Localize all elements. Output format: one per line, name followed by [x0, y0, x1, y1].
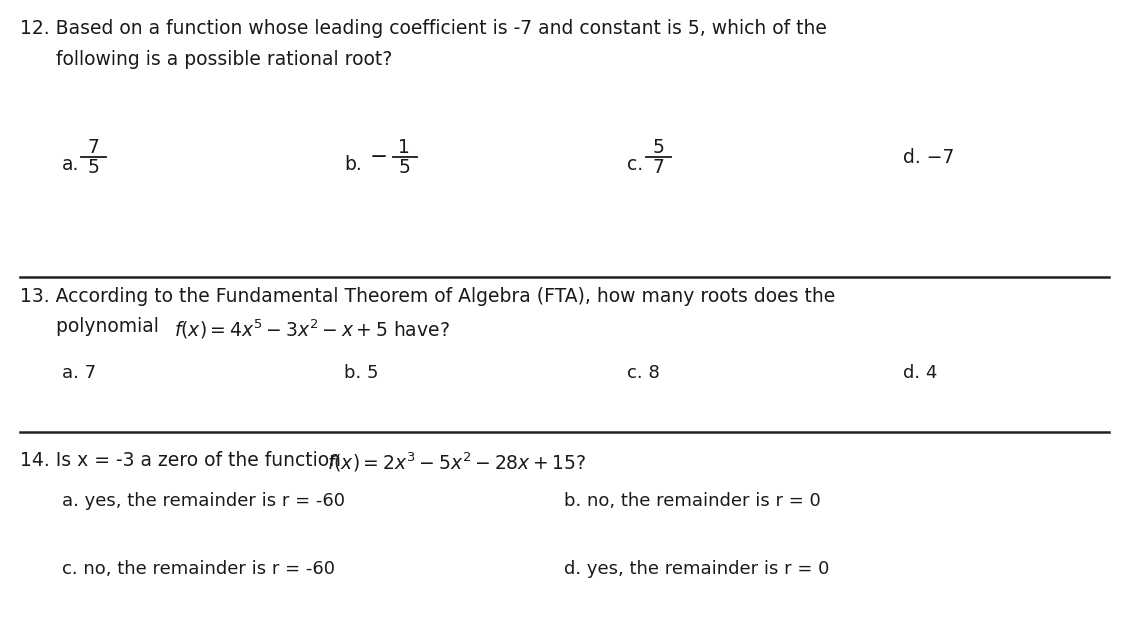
Text: a. 7: a. 7: [62, 364, 96, 382]
Text: a.: a.: [62, 156, 79, 175]
Text: a. yes, the remainder is r = -60: a. yes, the remainder is r = -60: [62, 492, 345, 509]
Text: 5: 5: [88, 159, 99, 177]
Text: 12. Based on a function whose leading coefficient is -7 and constant is 5, which: 12. Based on a function whose leading co…: [20, 19, 828, 38]
Text: b.: b.: [344, 156, 362, 175]
Text: polynomial: polynomial: [20, 317, 165, 337]
Text: c. 8: c. 8: [627, 364, 659, 382]
Text: 7: 7: [653, 159, 664, 177]
Text: d. yes, the remainder is r = 0: d. yes, the remainder is r = 0: [564, 560, 830, 578]
Text: d. −7: d. −7: [903, 148, 955, 167]
Text: d. 4: d. 4: [903, 364, 937, 382]
Text: 14. Is x = -3 a zero of the function: 14. Is x = -3 a zero of the function: [20, 451, 348, 470]
Text: −: −: [369, 147, 387, 167]
Text: b. 5: b. 5: [344, 364, 379, 382]
Text: 7: 7: [88, 138, 99, 157]
Text: $f(x) = 2x^3 - 5x^2 - 28x + 15$?: $f(x) = 2x^3 - 5x^2 - 28x + 15$?: [327, 451, 587, 475]
Text: c.: c.: [627, 156, 642, 175]
Text: c. no, the remainder is r = -60: c. no, the remainder is r = -60: [62, 560, 335, 578]
Text: b. no, the remainder is r = 0: b. no, the remainder is r = 0: [564, 492, 821, 509]
Text: 5: 5: [653, 138, 664, 157]
Text: 5: 5: [399, 159, 410, 177]
Text: 1: 1: [399, 138, 410, 157]
Text: 13. According to the Fundamental Theorem of Algebra (FTA), how many roots does t: 13. According to the Fundamental Theorem…: [20, 287, 835, 307]
Text: following is a possible rational root?: following is a possible rational root?: [20, 50, 393, 69]
Text: $f(x) = 4x^5 - 3x^2 - x + 5$ have?: $f(x) = 4x^5 - 3x^2 - x + 5$ have?: [174, 317, 449, 341]
